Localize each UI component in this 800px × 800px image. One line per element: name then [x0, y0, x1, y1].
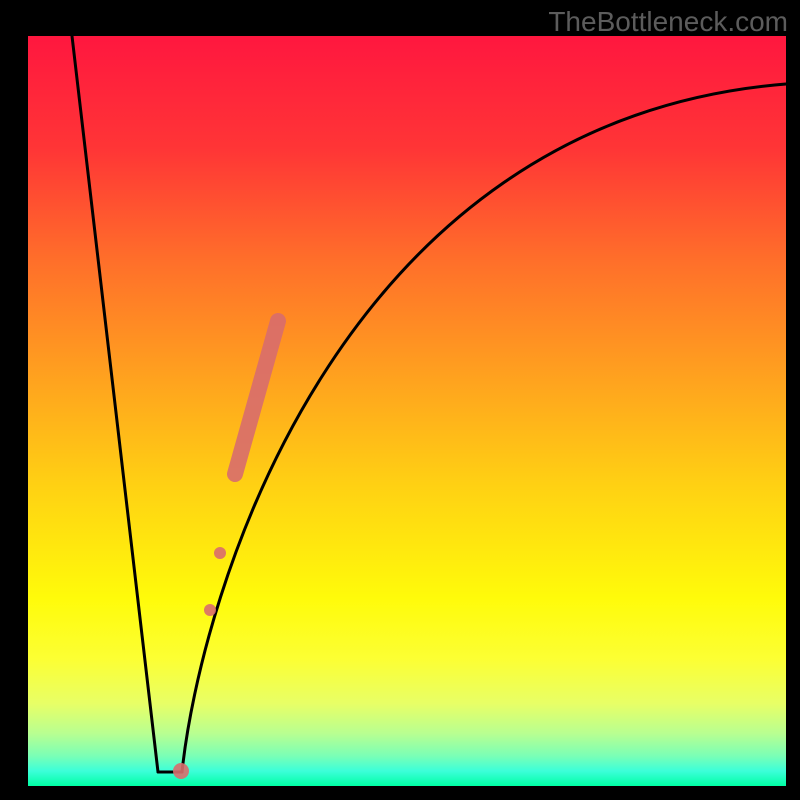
attribution-text: TheBottleneck.com	[548, 6, 788, 38]
chart-container: TheBottleneck.com	[0, 0, 800, 800]
plot-area	[28, 36, 786, 786]
